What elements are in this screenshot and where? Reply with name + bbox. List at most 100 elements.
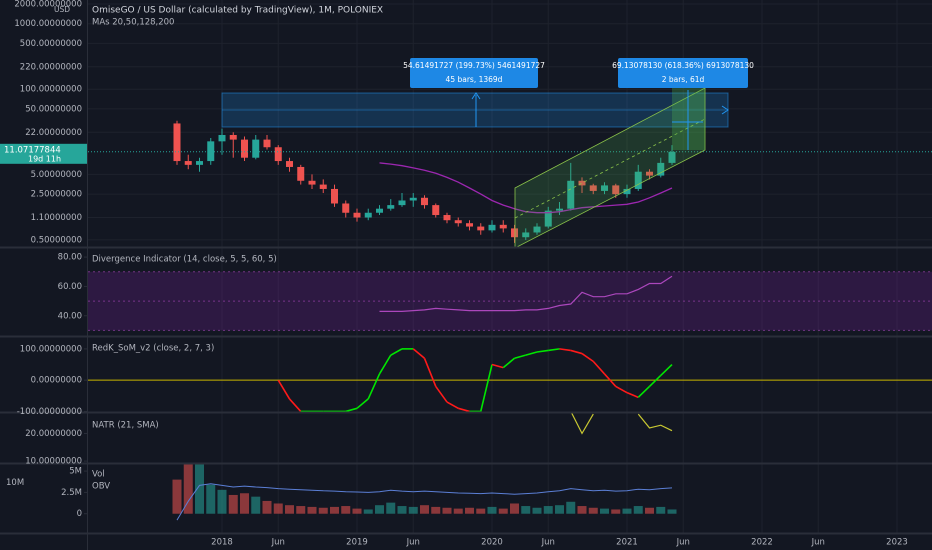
- candle-body: [432, 205, 440, 216]
- y-tick-label: 0: [77, 509, 82, 519]
- annotation-detail: 45 bars, 1369d: [446, 75, 503, 84]
- annotation-text: 69.13078130 (618.36%) 6913078130: [612, 61, 754, 70]
- annotation-detail: 2 bars, 61d: [662, 75, 705, 84]
- y2-tick-label: 10M: [6, 478, 24, 488]
- axis-unit: USD: [54, 5, 70, 14]
- volume-bar: [217, 489, 227, 514]
- indicator-segment: [288, 398, 302, 412]
- indicator-line: [570, 413, 673, 435]
- candle-body: [556, 208, 563, 211]
- candle-body: [454, 220, 462, 224]
- volume-bar: [453, 508, 463, 514]
- y-tick-label: 40.00: [58, 311, 82, 321]
- candle-body: [612, 185, 620, 195]
- indicator-segment: [570, 349, 583, 355]
- candle-body: [657, 162, 665, 176]
- volume-bar: [386, 502, 396, 514]
- volume-bar: [262, 500, 272, 514]
- price-label: 11.07177844: [4, 145, 61, 155]
- x-tick-label: 2022: [751, 538, 773, 548]
- volume-bar: [476, 508, 486, 514]
- volume-bar: [611, 509, 621, 514]
- volume-bar: [240, 493, 249, 514]
- x-tick-label: Jun: [271, 538, 285, 548]
- volume-bar: [431, 506, 441, 514]
- pane: [172, 464, 677, 521]
- ma-line: [379, 162, 673, 214]
- candle-body: [252, 139, 260, 158]
- x-tick-label: 2021: [616, 538, 638, 548]
- candle-body: [319, 184, 327, 189]
- volume-bar: [588, 507, 598, 514]
- volume-bar: [465, 507, 474, 514]
- y-tick-label: 50.00000000: [25, 104, 82, 114]
- volume-bar: [397, 506, 407, 514]
- indicator-segment: [458, 407, 470, 413]
- obv-line: [176, 483, 673, 521]
- indicator-segment: [356, 398, 369, 409]
- y-tick-label: 100.00000000: [20, 85, 82, 95]
- y-tick-label: 2.5M: [61, 488, 82, 498]
- candle-body: [308, 180, 316, 185]
- y-tick-label: 1.10000000: [31, 213, 82, 223]
- indicator-segment: [548, 348, 560, 352]
- indicator-segment: [660, 363, 673, 377]
- volume-bar: [318, 507, 328, 514]
- candle-body: [274, 147, 282, 162]
- drawings: 54.61491727 (199.73%) 5461491727 45 bars…: [221, 58, 754, 249]
- candle-body: [409, 197, 417, 201]
- indicator-segment: [581, 352, 594, 363]
- indicator-segment: [592, 360, 606, 375]
- volume-bar: [498, 508, 508, 514]
- countdown: 19d 11h: [28, 154, 61, 163]
- candle-body: [511, 228, 518, 238]
- volume-bar: [633, 506, 643, 514]
- indicator-segment: [390, 348, 403, 356]
- candle-body: [578, 180, 586, 186]
- volume-bar: [183, 464, 193, 514]
- candle-body: [184, 161, 192, 165]
- y-tick-label: 20.00000000: [25, 429, 82, 439]
- x-tick-label: Jun: [811, 538, 825, 548]
- pane-title: Divergence Indicator (14, close, 5, 5, 6…: [92, 255, 277, 265]
- candle-body: [634, 171, 642, 189]
- volume-bar: [645, 507, 654, 514]
- candle-body: [218, 134, 226, 142]
- volume-bar: [228, 494, 238, 514]
- arrow-head: [471, 92, 481, 100]
- candle-body: [364, 212, 372, 218]
- candle-body: [499, 224, 507, 229]
- candle-body: [331, 188, 338, 204]
- volume-bar: [363, 509, 373, 514]
- candle-body: [466, 223, 473, 227]
- candle-body: [421, 197, 428, 206]
- volume-bar: [555, 505, 564, 514]
- volume-bar: [285, 505, 294, 514]
- y-tick-label: 60.00: [58, 282, 82, 292]
- candle-body: [477, 226, 485, 231]
- candle-body: [353, 212, 361, 218]
- volume-bar: [296, 506, 306, 514]
- y-tick-label: 0.00000000: [31, 376, 82, 386]
- volume-bar: [600, 508, 609, 514]
- candle-body: [207, 141, 215, 162]
- indicator-segment: [412, 348, 426, 359]
- candle-body: [286, 161, 293, 167]
- indicator-segment: [446, 401, 459, 410]
- candle-body: [342, 203, 350, 213]
- chart-title: OmiseGO / US Dollar (calculated by Tradi…: [92, 6, 383, 16]
- x-tick-label: Jun: [676, 538, 690, 548]
- indicator-segment: [559, 348, 571, 352]
- x-tick-label: Jun: [406, 538, 420, 548]
- candle-body: [263, 139, 271, 148]
- y-tick-label: 100.00000000: [20, 344, 82, 354]
- candle-body: [297, 166, 305, 181]
- volume-bar: [408, 506, 418, 514]
- x-tick-label: 2018: [211, 538, 233, 548]
- volume-bar: [667, 509, 677, 514]
- volume-bar: [656, 506, 666, 514]
- pane: [88, 120, 932, 243]
- volume-bar: [273, 503, 283, 514]
- y-tick-label: 0.50000000: [31, 235, 82, 245]
